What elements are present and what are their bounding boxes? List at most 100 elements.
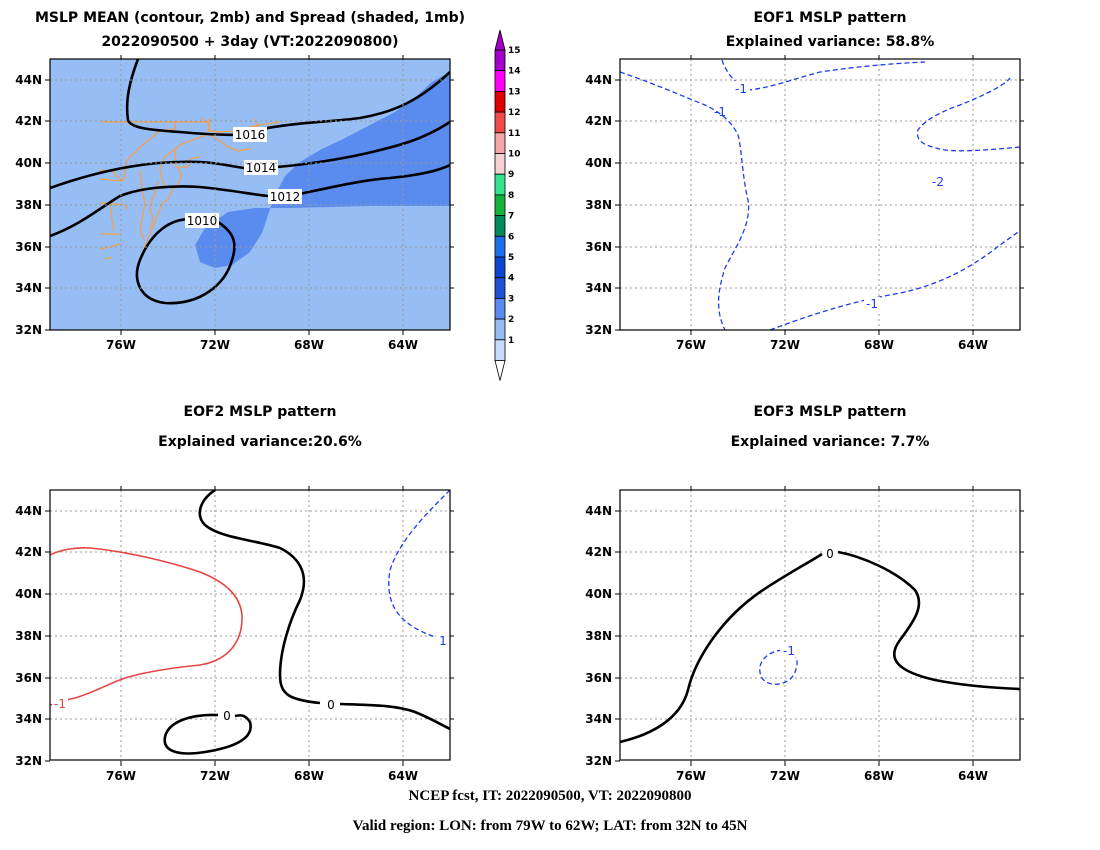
colorbar-swatch (494, 318, 506, 341)
colorbar-label: 14 (508, 67, 521, 77)
lat-tick-label: 40N (15, 156, 42, 170)
lat-tick-label: 38N (15, 629, 42, 643)
contour-label: -1 (783, 644, 795, 658)
lat-tick-label: 36N (585, 240, 612, 254)
lon-tick-label: 76W (106, 338, 136, 352)
spread-colorbar: 15 14 13 12 11 10 9 8 7 6 5 4 3 2 1 (494, 29, 521, 381)
lon-tick-label: 64W (388, 769, 418, 783)
lat-tick-label: 34N (15, 281, 42, 295)
colorbar-swatch (494, 277, 506, 299)
colorbar-label: 9 (508, 170, 514, 180)
lat-tick-label: 44N (15, 73, 42, 87)
lat-tick-label: 34N (585, 281, 612, 295)
lat-tick-label: 44N (585, 504, 612, 518)
contour-label-1016: 1016 (235, 128, 266, 142)
contour-label: 1 (439, 634, 447, 648)
lon-tick-label: 64W (958, 769, 988, 783)
contour-label-1014: 1014 (246, 161, 277, 175)
eof2-contour-labels: -1 1 0 0 (52, 633, 450, 723)
lat-tick-label: 38N (585, 198, 612, 212)
lat-tick-label: 36N (15, 240, 42, 254)
colorbar-swatch (494, 49, 506, 72)
lat-tick-label: 34N (585, 712, 612, 726)
lon-tick-label: 64W (388, 338, 418, 352)
contour-label-1010: 1010 (187, 214, 218, 228)
contour-label: -1 (866, 297, 878, 311)
eof1-contour-labels: -1 -1 -2 -1 (714, 81, 948, 311)
contour-label: 0 (327, 698, 335, 712)
mean-title-line2: 2022090500 + 3day (VT:2022090800) (101, 34, 399, 50)
colorbar-swatch (494, 70, 506, 92)
colorbar-label: 7 (508, 212, 514, 222)
lat-tick-label: 42N (585, 114, 612, 128)
lat-tick-label: 40N (585, 587, 612, 601)
footer-line-2: Valid region: LON: from 79W to 62W; LAT:… (352, 818, 748, 834)
lon-tick-label: 68W (294, 769, 324, 783)
lat-tick-label: 36N (585, 671, 612, 685)
colorbar-swatch (494, 194, 506, 216)
lat-tick-label: 32N (15, 323, 42, 337)
contour-label: 0 (826, 547, 834, 561)
lon-tick-label: 68W (864, 338, 894, 352)
colorbar-swatch (494, 173, 506, 196)
colorbar-swatch (494, 297, 506, 320)
lon-tick-label: 68W (294, 338, 324, 352)
contour-label: 0 (223, 709, 231, 723)
eof1-map-frame (619, 58, 1021, 331)
eof3-title-line1: EOF3 MSLP pattern (753, 404, 907, 420)
axis-tick-labels: 44N 42N 40N 38N 36N 34N 32N 76W 72W 68W 64W 44N 42N 4… (15, 73, 988, 783)
contour-label: -2 (932, 175, 944, 189)
eof3-map-frame (619, 489, 1021, 761)
colorbar-label: 12 (508, 108, 521, 118)
colorbar-label: 8 (508, 191, 514, 201)
colorbar-swatch (494, 256, 506, 279)
lon-tick-label: 76W (106, 769, 136, 783)
eof2-map-frame (49, 489, 451, 761)
eof2-map-panel: -1 1 0 0 (44, 485, 455, 767)
lon-tick-label: 64W (958, 338, 988, 352)
colorbar-label: 1 (508, 336, 514, 346)
mean-map-panel: 1016 1014 1012 1010 (44, 54, 455, 336)
eof3-contour-labels: 0 -1 (780, 546, 837, 658)
eof3-title-line2: Explained variance: 7.7% (730, 434, 930, 450)
mean-contours (50, 59, 450, 305)
colorbar-label: 13 (508, 87, 521, 97)
lon-tick-label: 76W (676, 769, 706, 783)
colorbar-bottom-arrow (494, 360, 506, 381)
eof3-contours (620, 550, 1020, 744)
colorbar-label: 10 (508, 150, 521, 160)
colorbar-top-arrow (494, 29, 506, 51)
eof1-title-line1: EOF1 MSLP pattern (753, 10, 907, 26)
lat-tick-label: 42N (15, 545, 42, 559)
colorbar-swatch (494, 235, 506, 258)
lat-tick-label: 42N (15, 114, 42, 128)
eof1-title-line2: Explained variance: 58.8% (725, 34, 935, 50)
lat-tick-label: 34N (15, 712, 42, 726)
colorbar-label: 2 (508, 315, 514, 325)
lat-tick-label: 36N (15, 671, 42, 685)
lon-tick-label: 68W (864, 769, 894, 783)
lat-tick-label: 40N (585, 156, 612, 170)
lon-tick-label: 72W (200, 338, 230, 352)
mean-contour-labels: 1016 1014 1012 1010 (185, 127, 302, 228)
contour-label: -1 (54, 697, 66, 711)
lat-tick-label: 38N (585, 629, 612, 643)
eof2-title-line2: Explained variance:20.6% (158, 434, 362, 450)
colorbar-swatch (494, 132, 506, 154)
contour-label: -1 (735, 82, 747, 96)
colorbar-swatch (494, 91, 506, 113)
colorbar-label: 4 (508, 274, 514, 284)
lat-tick-label: 38N (15, 198, 42, 212)
footer-line-1: NCEP fcst, IT: 2022090500, VT: 202209080… (408, 788, 692, 804)
lat-tick-label: 32N (585, 323, 612, 337)
colorbar-label: 11 (508, 129, 521, 139)
lat-tick-label: 44N (585, 73, 612, 87)
contour-label: -1 (714, 105, 726, 119)
contour-label-1012: 1012 (270, 190, 301, 204)
lon-tick-label: 72W (770, 769, 800, 783)
eof3-map-panel: 0 -1 (614, 485, 1025, 767)
mean-map-frame (49, 58, 451, 331)
colorbar-swatch (494, 111, 506, 134)
colorbar-swatch (494, 215, 506, 237)
